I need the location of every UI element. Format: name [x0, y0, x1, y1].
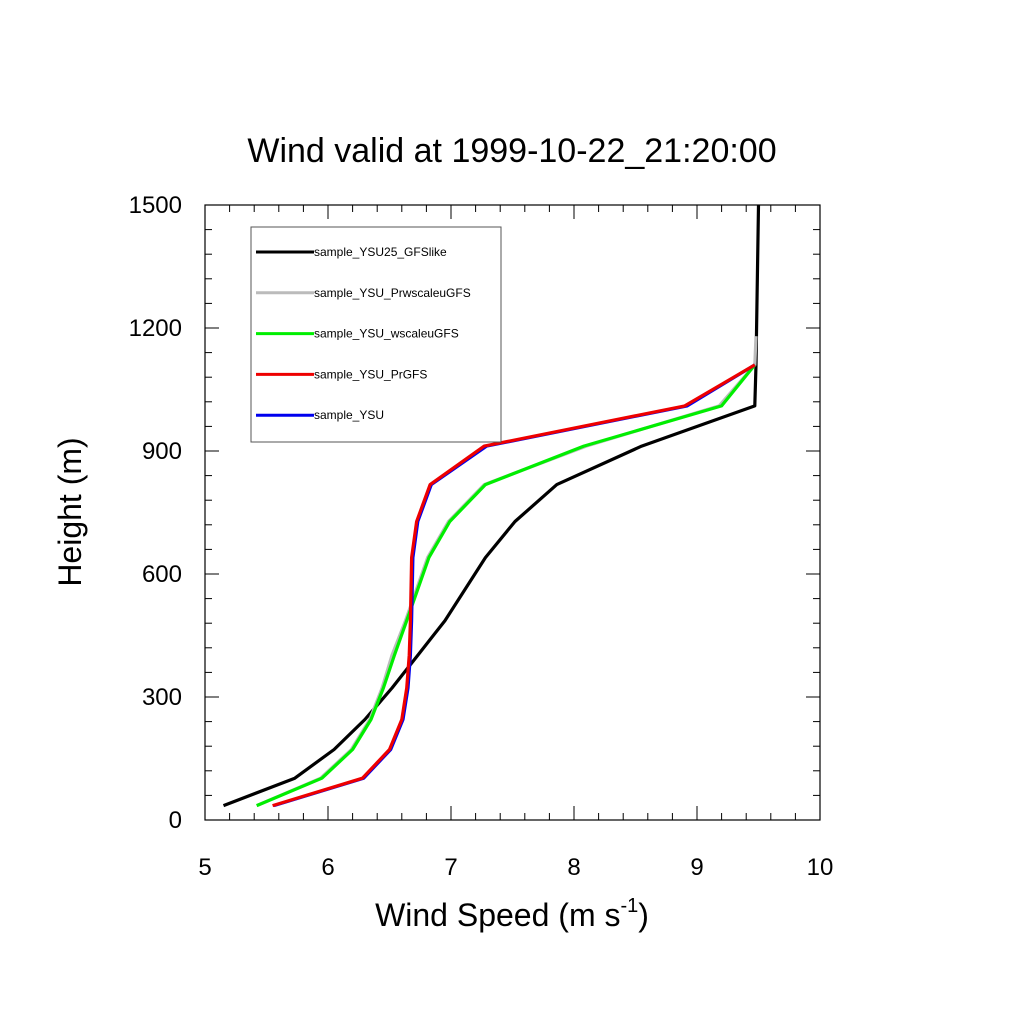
x-axis-label-suffix: ): [638, 897, 649, 933]
x-axis-label: Wind Speed (m s-1): [375, 895, 649, 933]
x-tick-label: 5: [198, 854, 211, 881]
series-line-sample_YSU25_GFSlike: [222, 204, 761, 808]
legend-label: sample_YSU: [314, 408, 384, 422]
series-line-sample_YSU_wscaleuGFS: [256, 363, 757, 808]
y-tick-label: 1500: [129, 192, 182, 219]
y-axis-label: Height (m): [52, 437, 88, 586]
legend-label: sample_YSU25_GFSlike: [314, 245, 447, 259]
x-tick-label: 8: [567, 854, 580, 881]
y-tick-label: 0: [169, 807, 182, 834]
x-axis-label-main: Wind Speed (m s: [375, 897, 620, 933]
plot-frame: [204, 204, 821, 821]
x-tick-labels: 5 6 7 8 9 10: [198, 854, 833, 881]
y-tick-label: 1200: [129, 315, 182, 342]
x-tick-label: 10: [807, 854, 834, 881]
plot-lines: [222, 204, 761, 808]
x-tick-label: 6: [321, 854, 334, 881]
legend-label: sample_YSU_PrwscaleuGFS: [314, 286, 471, 300]
x-tick-label: 9: [690, 854, 703, 881]
series-line-sample_YSU_PrGFS: [272, 363, 756, 808]
y-tick-label: 300: [142, 684, 182, 711]
legend-label: sample_YSU_PrGFS: [314, 367, 427, 381]
x-tick-label: 7: [444, 854, 457, 881]
y-tick-label: 900: [142, 438, 182, 465]
x-axis-label-superscript: -1: [620, 895, 638, 917]
y-tick-label: 600: [142, 561, 182, 588]
legend-label: sample_YSU_wscaleuGFS: [314, 327, 459, 341]
legend: sample_YSU25_GFSlike sample_YSU_Prwscaleu…: [250, 226, 502, 443]
chart-title: Wind valid at 1999-10-22_21:20:00: [247, 132, 776, 170]
y-tick-labels: 0 300 600 900 1200 1500: [129, 192, 182, 834]
